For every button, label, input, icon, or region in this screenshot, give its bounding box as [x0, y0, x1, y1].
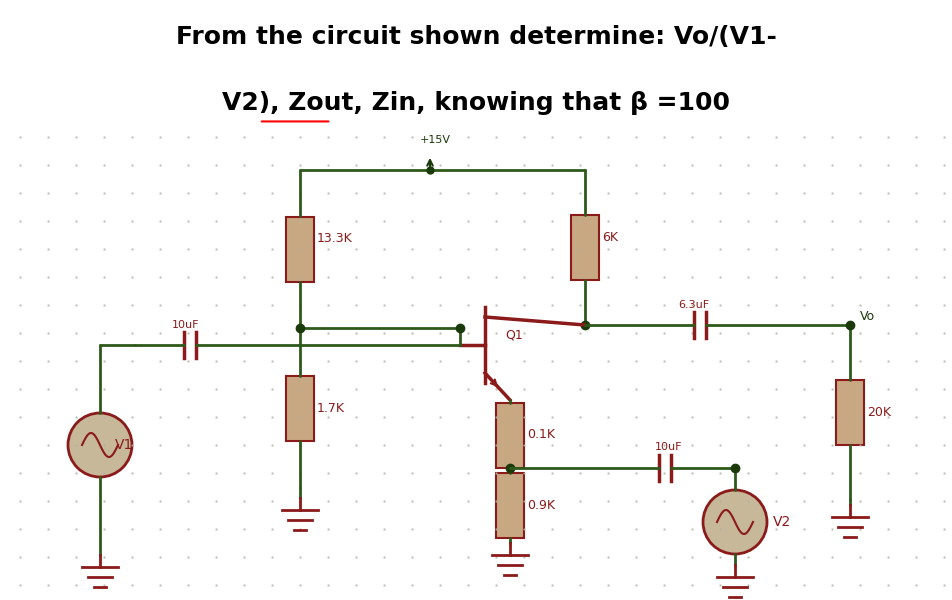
Text: 10uF: 10uF: [655, 443, 683, 452]
Text: 13.3K: 13.3K: [317, 232, 353, 245]
Text: Q1: Q1: [505, 328, 523, 341]
Text: V1: V1: [115, 438, 133, 452]
Text: 0.1K: 0.1K: [527, 428, 555, 442]
FancyBboxPatch shape: [496, 473, 524, 538]
FancyBboxPatch shape: [496, 403, 524, 467]
FancyBboxPatch shape: [836, 380, 864, 445]
Text: From the circuit shown determine: Vo/(V1-: From the circuit shown determine: Vo/(V1…: [175, 25, 777, 49]
Circle shape: [68, 413, 132, 477]
Text: 20K: 20K: [867, 406, 891, 419]
FancyBboxPatch shape: [286, 376, 314, 440]
Text: +15V: +15V: [420, 135, 450, 145]
Text: 10uF: 10uF: [172, 320, 200, 330]
Text: 0.9K: 0.9K: [527, 499, 555, 512]
Text: V2: V2: [773, 515, 791, 529]
FancyBboxPatch shape: [286, 217, 314, 281]
Text: V2), Zout, Zin, knowing that β =100: V2), Zout, Zin, knowing that β =100: [222, 91, 730, 115]
Circle shape: [703, 490, 767, 554]
Text: Vo: Vo: [860, 310, 875, 323]
Text: 1.7K: 1.7K: [317, 401, 345, 415]
FancyBboxPatch shape: [571, 215, 599, 280]
Text: 6.3uF: 6.3uF: [678, 300, 709, 310]
Text: 6K: 6K: [602, 231, 618, 244]
